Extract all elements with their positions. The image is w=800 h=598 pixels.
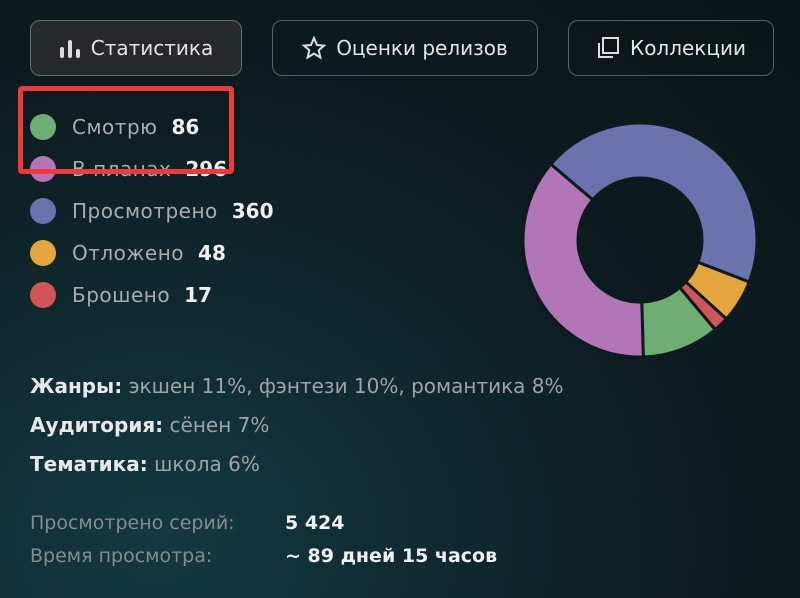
bar-chart-icon bbox=[59, 40, 80, 58]
legend-label: Смотрю bbox=[72, 115, 158, 139]
watch-time-stat: Время просмотра: ~ 89 дней 15 часов bbox=[30, 545, 498, 567]
donut-slice-1 bbox=[521, 162, 645, 359]
legend-value: 17 bbox=[184, 283, 212, 307]
legend-item: Отложено 48 bbox=[30, 232, 274, 274]
legend-dot bbox=[30, 282, 56, 308]
legend-value: 86 bbox=[171, 115, 200, 139]
tab-release-ratings[interactable]: Оценки релизов bbox=[272, 20, 538, 76]
legend-dot bbox=[30, 114, 56, 140]
tab-label: Оценки релизов bbox=[336, 36, 508, 60]
highlight-box bbox=[18, 86, 234, 174]
tab-collections[interactable]: Коллекции bbox=[568, 20, 774, 76]
legend-item: Просмотрено 360 bbox=[30, 190, 274, 232]
legend-item: Смотрю 86 bbox=[30, 106, 274, 148]
tab-label: Коллекции bbox=[630, 36, 746, 60]
legend-value: 48 bbox=[198, 241, 226, 265]
donut-chart bbox=[521, 121, 759, 359]
genres-row: Жанры: экшен 11%, фэнтези 10%, романтика… bbox=[30, 374, 564, 398]
tab-label: Статистика bbox=[90, 36, 214, 60]
theme-row: Тематика: школа 6% bbox=[30, 452, 260, 476]
donut-slice-2 bbox=[548, 121, 759, 284]
legend-value: 360 bbox=[231, 199, 274, 223]
legend-dot bbox=[30, 240, 56, 266]
collections-icon bbox=[598, 37, 619, 58]
tab-statistics[interactable]: Статистика bbox=[30, 20, 242, 76]
star-icon bbox=[302, 36, 327, 60]
legend-label: Отложено bbox=[72, 241, 185, 265]
legend-label: Брошено bbox=[72, 283, 171, 307]
audience-row: Аудитория: сёнен 7% bbox=[30, 413, 270, 437]
legend-dot bbox=[30, 198, 56, 224]
legend-item: Брошено 17 bbox=[30, 274, 274, 316]
donut-slice-4 bbox=[677, 279, 729, 332]
episodes-stat: Просмотрено серий: 5 424 bbox=[30, 512, 345, 534]
legend-label: Просмотрено bbox=[72, 199, 218, 223]
